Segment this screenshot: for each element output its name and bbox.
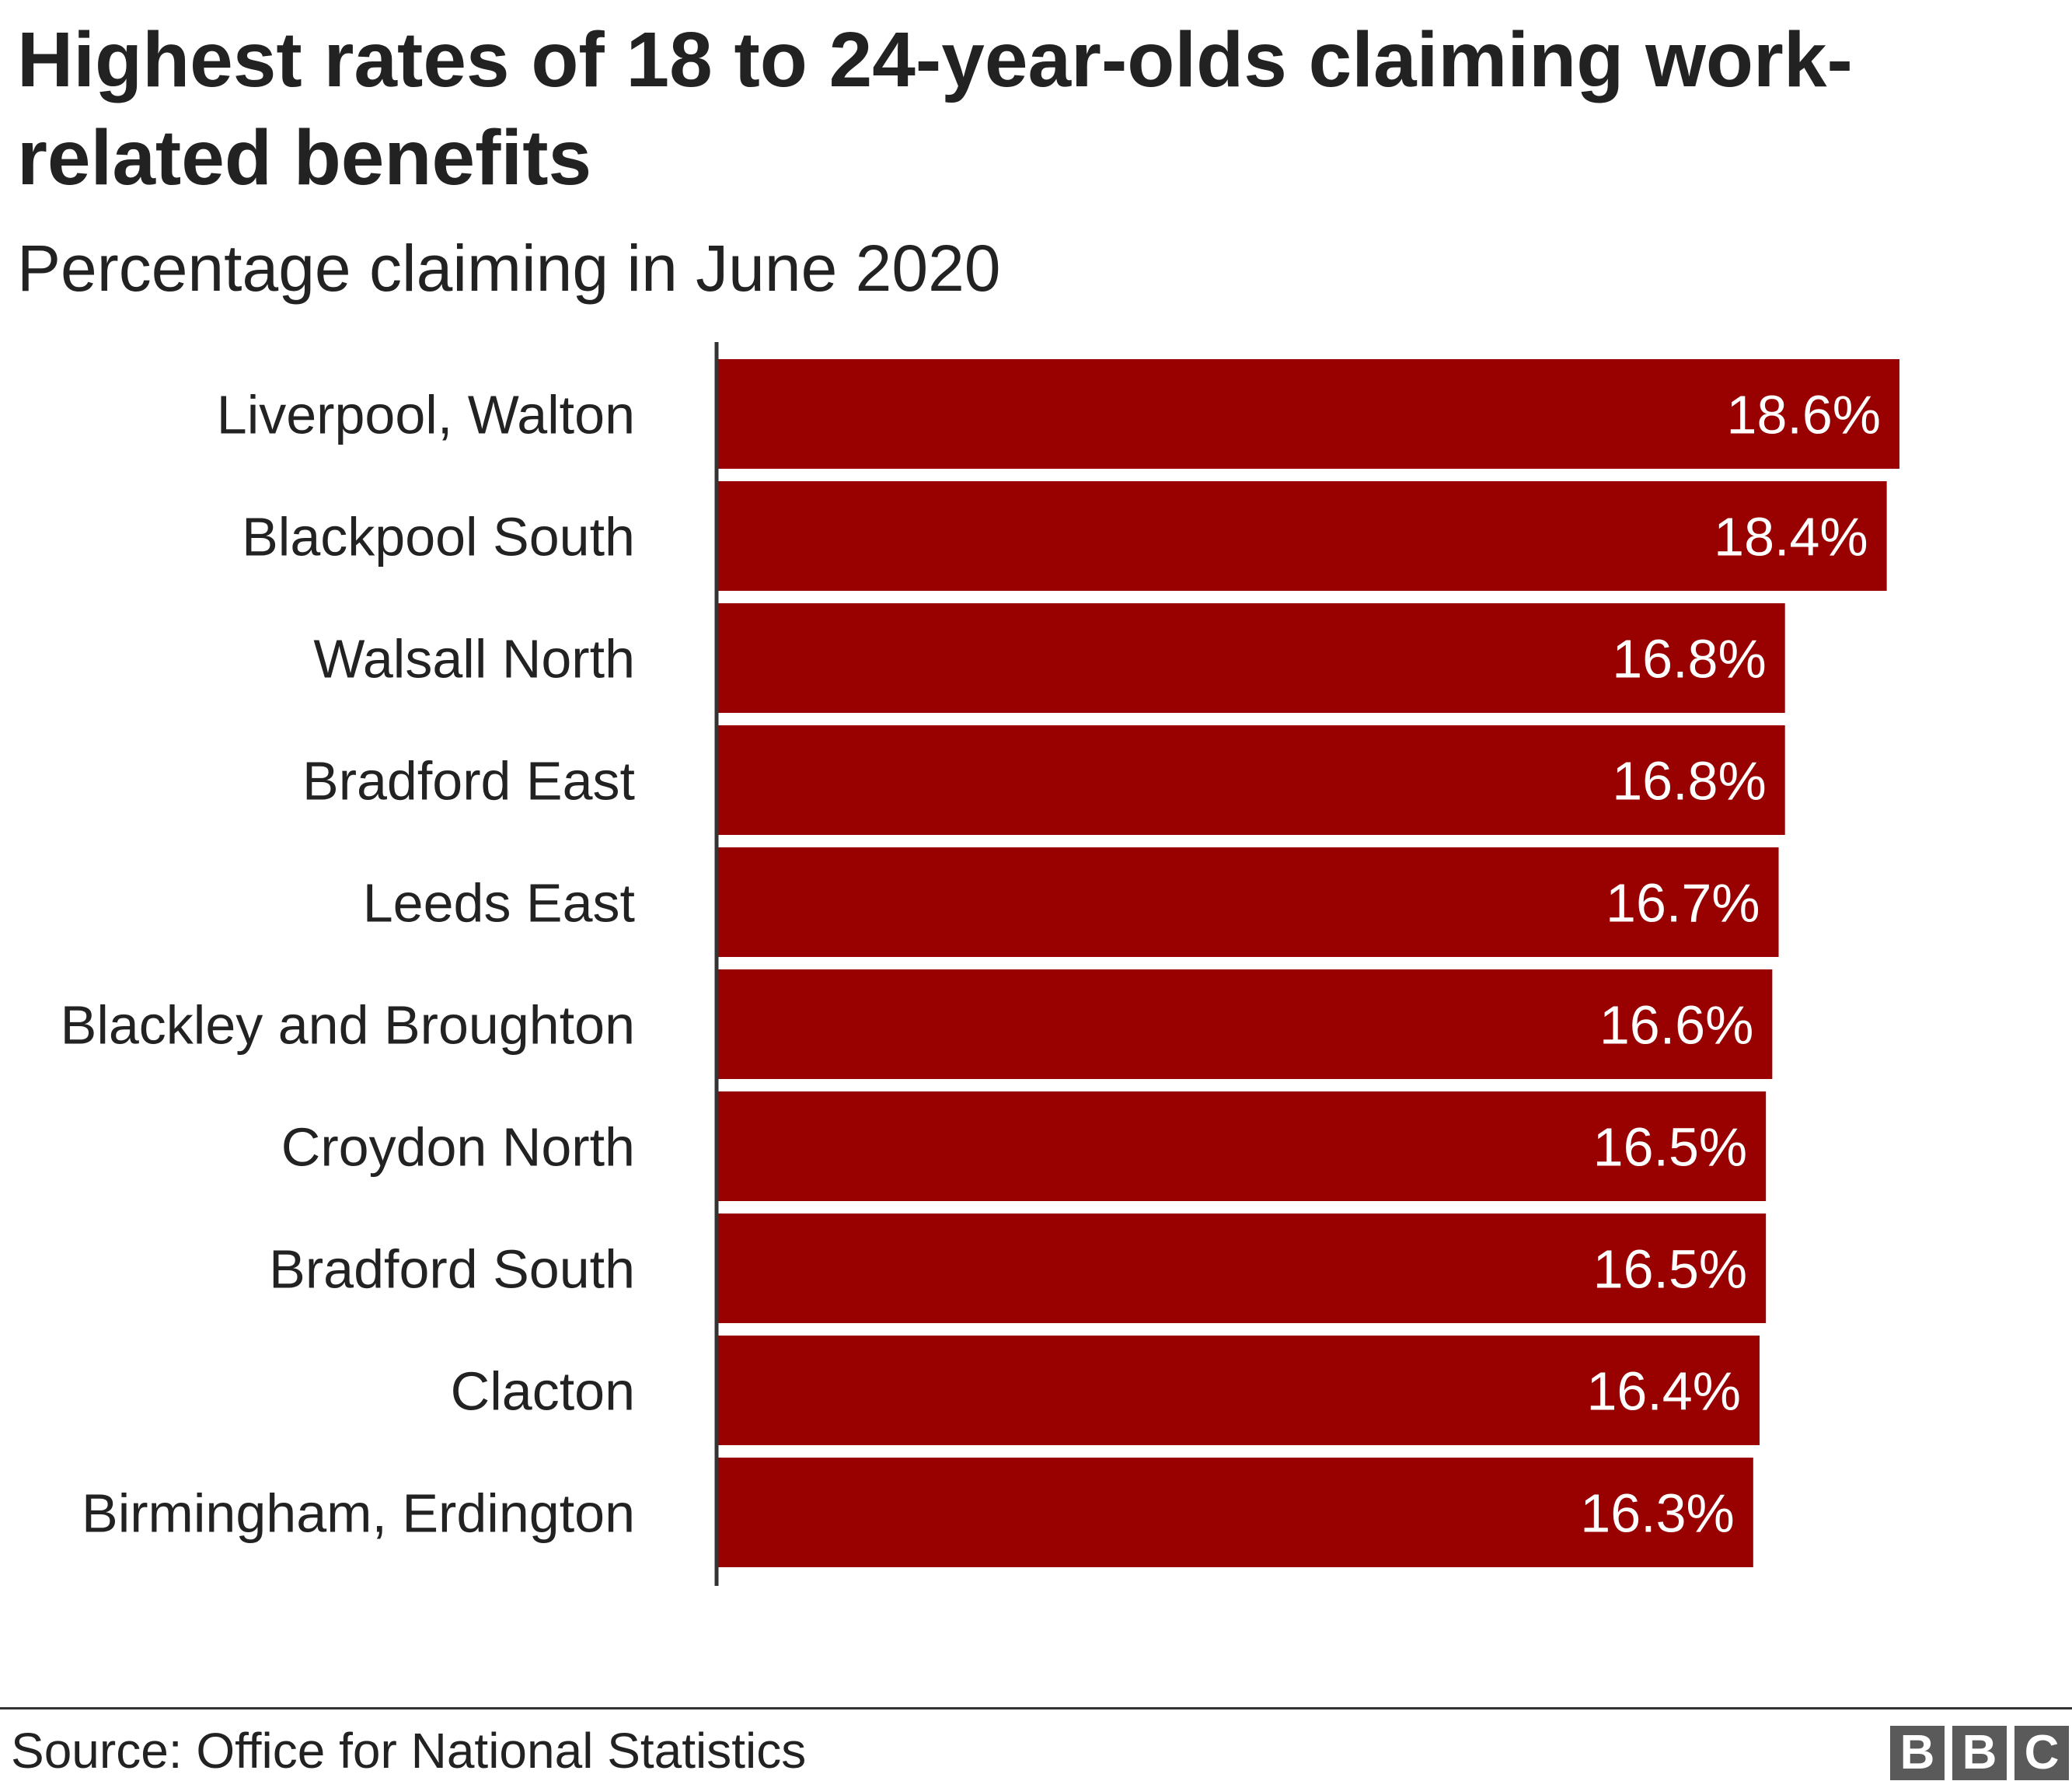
- category-label-3: Walsall North: [313, 629, 635, 690]
- value-label-7: 16.5%: [1593, 1117, 1747, 1178]
- logo-letter-b1: B: [1890, 1726, 1945, 1780]
- category-label-6: Blackley and Broughton: [61, 995, 635, 1056]
- category-label-4: Bradford East: [302, 751, 635, 812]
- category-label-8: Bradford South: [269, 1239, 635, 1300]
- bar-6: [717, 969, 1773, 1079]
- logo-letter-c: C: [2014, 1726, 2069, 1780]
- bbc-logo: B B C: [1890, 1726, 2069, 1780]
- bar-2: [717, 481, 1887, 591]
- category-label-7: Croydon North: [281, 1117, 635, 1178]
- bar-9: [717, 1336, 1760, 1445]
- value-label-4: 16.8%: [1612, 751, 1766, 812]
- bar-4: [717, 725, 1785, 835]
- bar-7: [717, 1091, 1767, 1201]
- value-label-6: 16.6%: [1599, 995, 1753, 1056]
- bar-3: [717, 603, 1785, 713]
- value-label-8: 16.5%: [1593, 1239, 1747, 1300]
- chart-title: Highest rates of 18 to 24-year-olds clai…: [17, 16, 1853, 201]
- category-label-2: Blackpool South: [242, 507, 635, 567]
- bar-8: [717, 1214, 1767, 1323]
- category-label-9: Clacton: [451, 1361, 635, 1422]
- value-label-9: 16.4%: [1586, 1361, 1740, 1422]
- bar-chart: Liverpool, Walton 18.6% Blackpool South 18.…: [61, 342, 1899, 1586]
- bar-10: [717, 1458, 1753, 1567]
- category-label-10: Birmingham, Erdington: [82, 1483, 635, 1544]
- category-label-5: Leeds East: [363, 873, 635, 934]
- chart-subtitle: Percentage claiming in June 2020: [17, 232, 1001, 305]
- value-label-5: 16.7%: [1606, 873, 1760, 934]
- bar-1: [717, 359, 1899, 469]
- bar-5: [717, 847, 1779, 957]
- value-label-3: 16.8%: [1612, 629, 1766, 690]
- value-label-10: 16.3%: [1580, 1483, 1734, 1544]
- value-label-1: 18.6%: [1727, 385, 1881, 445]
- source-note: Source: Office for National Statistics: [11, 1723, 807, 1779]
- category-label-1: Liverpool, Walton: [217, 385, 635, 445]
- value-label-2: 18.4%: [1714, 507, 1868, 567]
- logo-letter-b2: B: [1952, 1726, 2007, 1780]
- footer-divider: [0, 1707, 2072, 1709]
